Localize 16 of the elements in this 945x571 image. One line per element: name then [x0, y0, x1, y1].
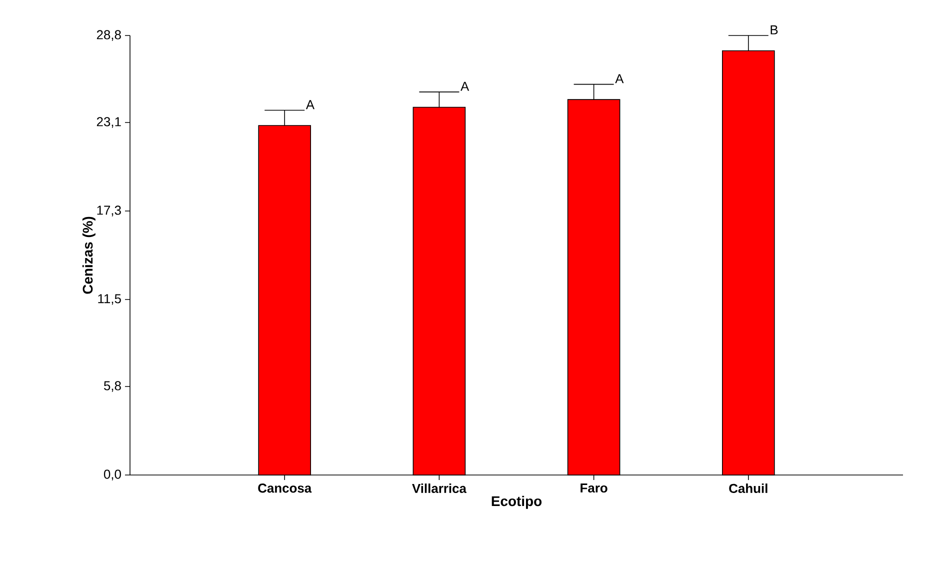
annotation: B	[770, 25, 778, 34]
x-tick-label: Cancosa	[258, 484, 312, 493]
y-tick-label: 11,5	[98, 294, 121, 305]
annotation: A	[615, 74, 624, 84]
y-tick-label: 0,0	[104, 470, 121, 480]
y-axis-title: Cenizas (%)	[82, 216, 96, 294]
y-tick-label: 17,3	[97, 206, 121, 216]
y-tick-label: 23,1	[96, 117, 121, 128]
y-tick-label: 28,8	[96, 30, 121, 41]
x-tick-label: Cahuil	[729, 484, 768, 494]
x-tick-label: Faro	[580, 484, 608, 493]
x-tick-label: Villarrica	[412, 484, 467, 494]
x-axis-title: Ecotipo	[492, 496, 542, 509]
annotation: A	[460, 82, 470, 91]
y-tick-label: 5,8	[104, 381, 121, 392]
annotation: A	[306, 100, 315, 110]
